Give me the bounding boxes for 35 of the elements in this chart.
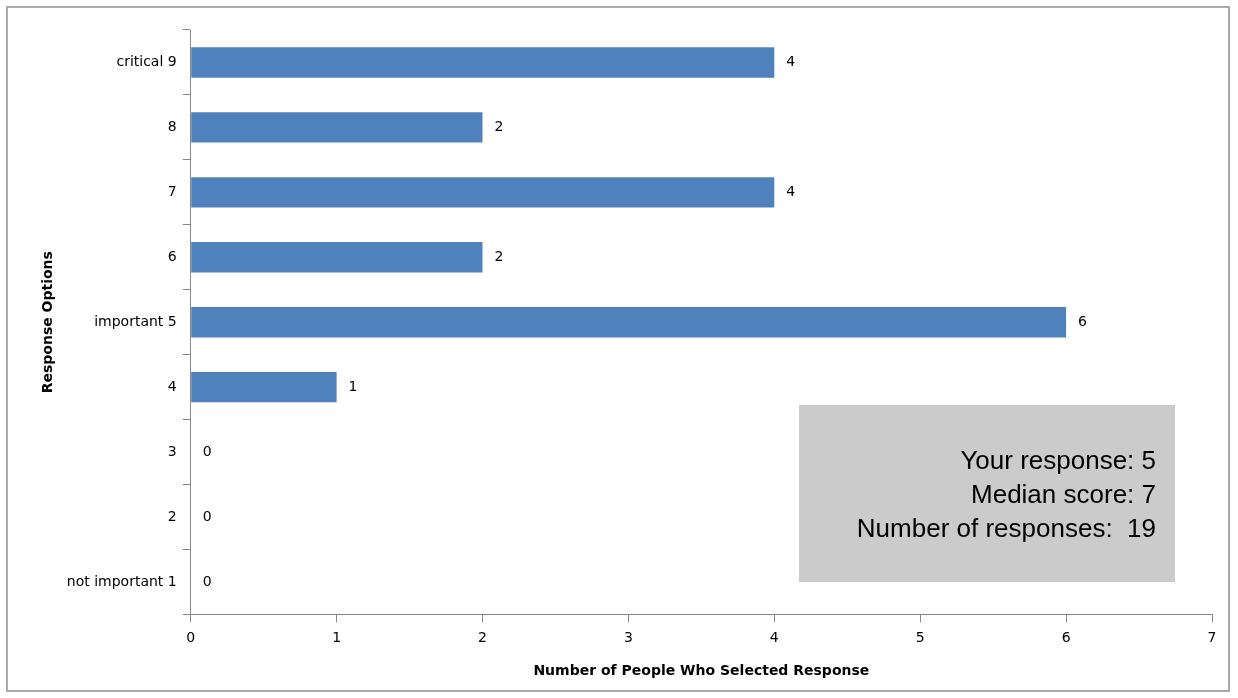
y-tick-label: 8 — [167, 118, 177, 135]
bar — [191, 47, 775, 78]
x-tick-label: 5 — [915, 629, 925, 646]
x-tick-label: 4 — [769, 629, 779, 646]
y-tick-label: 2 — [167, 507, 177, 524]
bar — [191, 177, 775, 208]
data-label: 0 — [202, 442, 212, 459]
bar — [191, 307, 1067, 338]
bar — [191, 242, 483, 273]
data-label: 1 — [348, 377, 358, 394]
y-tick-label: 7 — [167, 182, 177, 199]
bar — [191, 371, 337, 403]
y-tick-label: not important 1 — [66, 572, 177, 589]
x-tick-label: 2 — [478, 629, 487, 646]
y-axis-title: Response Options — [39, 251, 56, 394]
y-tick-label: important 5 — [94, 312, 177, 329]
x-tick-label: 0 — [186, 629, 196, 646]
data-label: 2 — [494, 247, 504, 264]
text-box: Your response: 5 Median score: 7 Number of responses: 19 — [799, 405, 1175, 582]
data-label: 0 — [202, 572, 212, 589]
data-label: 4 — [786, 182, 796, 199]
x-tick-label: 1 — [332, 629, 342, 646]
data-label: 6 — [1078, 312, 1088, 329]
y-tick-label: 4 — [167, 377, 177, 394]
y-tick-label: 6 — [167, 247, 177, 264]
bar — [191, 112, 483, 143]
y-tick-label: critical 9 — [116, 53, 177, 70]
y-tick-label: 3 — [167, 442, 177, 459]
data-label: 0 — [202, 507, 212, 524]
x-tick-label: 7 — [1207, 629, 1217, 646]
x-axis-title: Number of People Who Selected Response — [533, 662, 870, 679]
data-label: 4 — [786, 53, 796, 70]
x-tick-label: 6 — [1061, 629, 1071, 646]
x-tick-label: 3 — [623, 629, 633, 646]
data-label: 2 — [494, 118, 504, 135]
